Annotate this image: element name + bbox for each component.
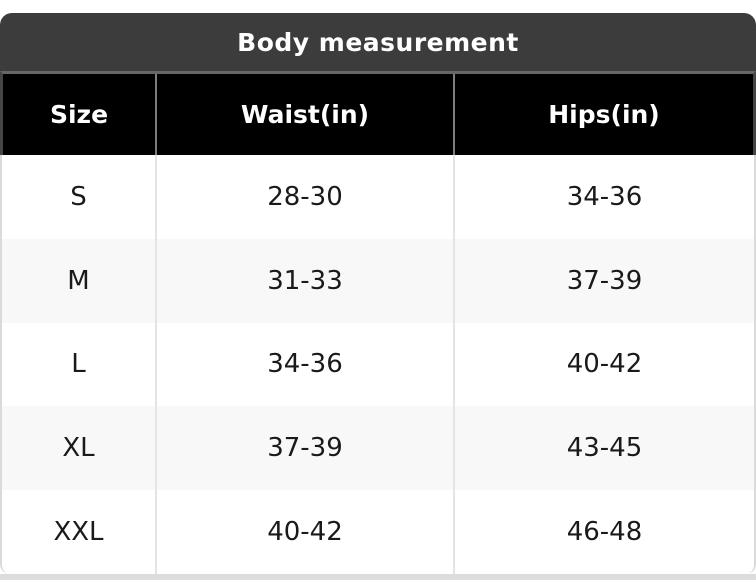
table-row: XL 37-39 43-45 [2,406,754,491]
table-cell: 34-36 [155,322,453,407]
table-cell: L [71,349,86,380]
table-cell: 43-45 [453,406,754,491]
table-title: Body measurement [237,27,519,57]
table-cell: XL [62,433,95,464]
table-cell: 37-39 [453,238,754,323]
table-cell: 37-39 [155,406,453,491]
table-cell: 28-30 [155,155,453,239]
column-header-waist: Waist(in) [155,74,453,155]
table-cell: XXL [53,517,104,548]
table-title-bar: Body measurement [0,13,756,71]
column-header-hips: Hips(in) [453,74,753,155]
table-cell: M [67,265,90,296]
table-cell: 40-42 [453,322,754,407]
table-cell: 31-33 [155,238,453,323]
table-body: S 28-30 34-36 M 31-33 37-39 L 34-36 40-42 XL 37-39… [0,155,756,574]
table-cell: 46-48 [453,490,754,574]
column-header-size: Size [49,100,109,129]
table-cell: S [70,181,87,212]
table-row: S 28-30 34-36 [2,155,754,239]
table-row: M 31-33 37-39 [2,238,754,323]
table-row: XXL 40-42 46-48 [2,490,754,574]
table-cell: 34-36 [453,155,754,239]
bottom-strip [0,574,756,580]
table-cell: 40-42 [155,490,453,574]
table-row: L 34-36 40-42 [2,322,754,407]
table-header-row: Size Waist(in) Hips(in) [0,71,756,155]
